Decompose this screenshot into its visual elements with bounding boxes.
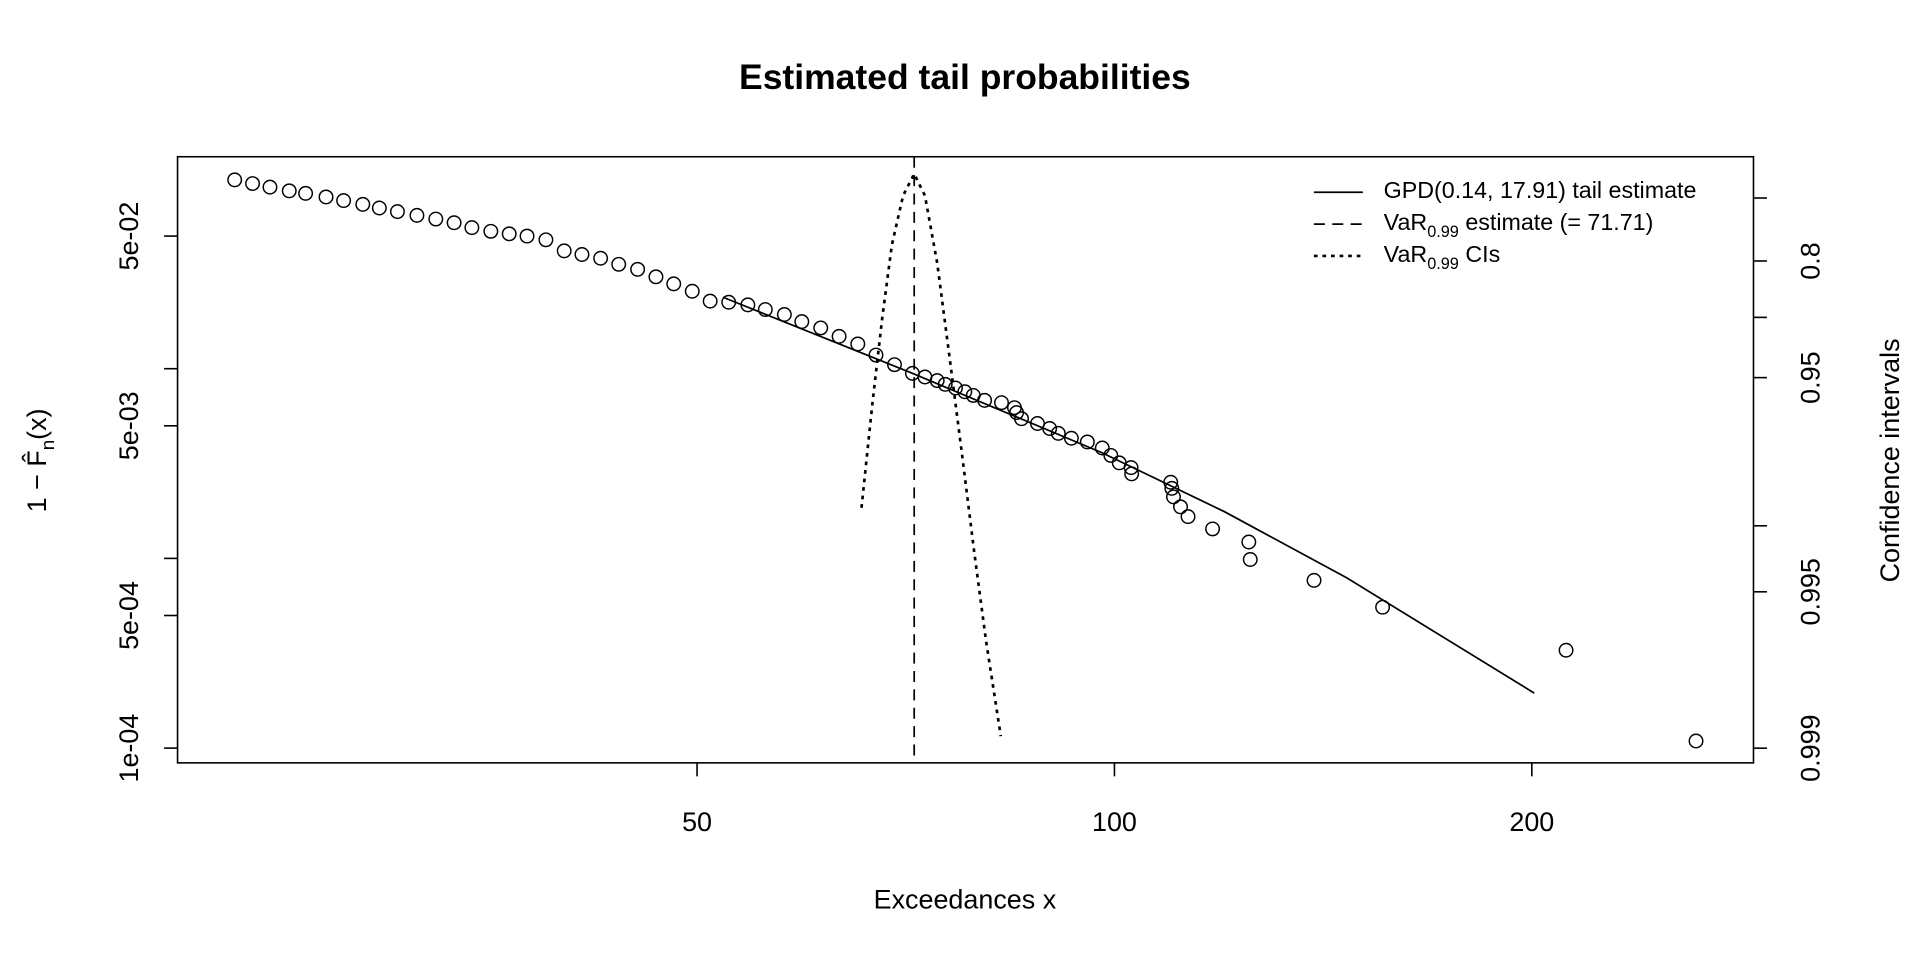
- point: [538, 232, 554, 248]
- point: [721, 294, 737, 310]
- point: [740, 297, 756, 313]
- point: [574, 247, 590, 262]
- point: [1123, 460, 1139, 476]
- point: [389, 204, 405, 220]
- legend-label: VaR0.99 estimate (= 71.71): [1384, 209, 1654, 241]
- y-tick-label: 5e-02: [114, 202, 144, 271]
- subscript: n: [38, 440, 59, 450]
- plot: Estimated tail probabilities Exceedances…: [22, 57, 1905, 914]
- point: [1688, 733, 1704, 749]
- point: [501, 226, 517, 242]
- legend-label: VaR0.99 CIs: [1384, 241, 1501, 273]
- point: [794, 314, 810, 330]
- point: [1205, 521, 1221, 537]
- point: [1164, 480, 1180, 496]
- point: [957, 384, 973, 400]
- point: [977, 392, 993, 408]
- point: [298, 185, 314, 201]
- text-part: VaR: [1384, 241, 1428, 267]
- y-tick-label: 5e-04: [114, 581, 144, 650]
- text-part: CIs: [1459, 241, 1500, 267]
- point: [648, 269, 664, 285]
- series-line: [722, 296, 1535, 694]
- point: [1166, 489, 1181, 505]
- y2-tick-label: 0.995: [1795, 558, 1825, 625]
- point: [1306, 572, 1322, 588]
- text-part: estimate (= 71.71): [1459, 209, 1654, 235]
- plot-frame: [176, 155, 1755, 764]
- point: [1241, 534, 1257, 550]
- y-tick-label: 5e-03: [114, 391, 144, 460]
- point: [446, 215, 462, 231]
- point: [1180, 509, 1196, 525]
- subscript: 0.99: [1427, 255, 1459, 273]
- point: [1050, 425, 1066, 441]
- x-tick-label: 200: [1509, 807, 1554, 837]
- y2-axis-label: Confidence intervals: [1875, 338, 1905, 582]
- legend-label: GPD(0.14, 17.91) tail estimate: [1384, 177, 1697, 203]
- point: [630, 261, 646, 277]
- point: [371, 200, 387, 216]
- point: [1375, 599, 1391, 615]
- point: [1014, 411, 1029, 427]
- point: [1103, 447, 1119, 463]
- point: [831, 328, 847, 344]
- point: [227, 172, 243, 188]
- point: [556, 243, 572, 259]
- point: [355, 196, 371, 212]
- point: [318, 189, 334, 205]
- point: [702, 293, 718, 309]
- point: [428, 211, 444, 227]
- point: [464, 220, 480, 236]
- point: [409, 207, 425, 223]
- point: [1173, 499, 1188, 515]
- point: [813, 320, 829, 336]
- text-part: GPD(0.14, 17.91) tail estimate: [1384, 177, 1697, 203]
- point: [887, 357, 902, 373]
- point: [1094, 440, 1110, 456]
- point: [281, 183, 297, 199]
- point: [483, 223, 499, 239]
- text-part: VaR: [1384, 209, 1428, 235]
- text-part: 1 − F̂: [22, 450, 52, 512]
- text-part: (x): [22, 408, 52, 439]
- point: [1063, 430, 1079, 446]
- point: [929, 373, 945, 389]
- point: [1558, 642, 1574, 658]
- point: [757, 302, 773, 318]
- x-axis-label: Exceedances x: [874, 884, 1057, 914]
- point: [1242, 552, 1258, 567]
- y-tick-label: 1e-04: [114, 714, 144, 783]
- point: [1124, 466, 1140, 482]
- series-line: [860, 170, 1003, 737]
- point: [1042, 421, 1058, 436]
- point: [611, 256, 627, 272]
- x-tick-label: 100: [1092, 807, 1137, 837]
- point: [850, 336, 866, 352]
- point: [593, 250, 609, 266]
- point: [684, 283, 700, 299]
- point: [948, 380, 963, 396]
- point: [666, 276, 682, 292]
- point: [1079, 434, 1095, 450]
- y2-tick-label: 0.95: [1795, 351, 1825, 403]
- y-axis-label: 1 − F̂n(x): [22, 408, 59, 512]
- point: [262, 179, 278, 195]
- point: [336, 193, 352, 209]
- point: [994, 395, 1009, 411]
- point: [776, 307, 792, 322]
- point: [519, 228, 535, 244]
- y2-tick-label: 0.999: [1795, 714, 1825, 781]
- point: [245, 176, 261, 192]
- chart-title: Estimated tail probabilities: [739, 57, 1191, 97]
- x-tick-label: 50: [682, 807, 712, 837]
- y2-tick-label: 0.8: [1795, 242, 1825, 279]
- point: [1163, 474, 1179, 490]
- subscript: 0.99: [1427, 223, 1459, 241]
- point: [868, 347, 884, 363]
- point: [937, 376, 953, 392]
